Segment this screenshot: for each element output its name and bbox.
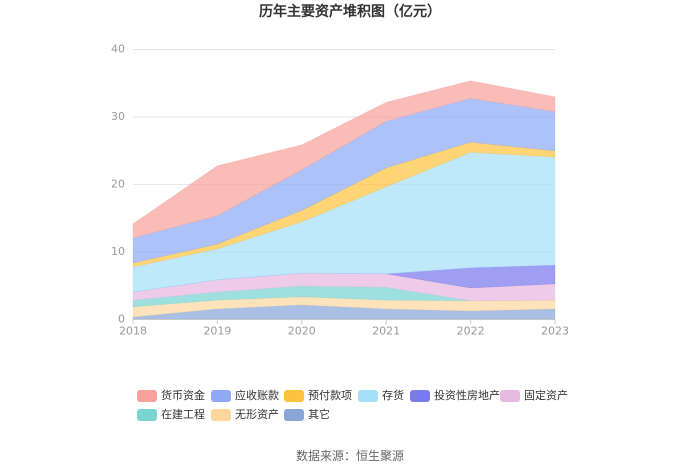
y-tick-label: 30 — [111, 110, 125, 123]
legend-item-other[interactable]: 其它 — [284, 408, 330, 422]
x-tick-label: 2022 — [457, 325, 485, 338]
area-investment-property — [132, 264, 556, 293]
legend-swatch-prepayments — [284, 390, 304, 402]
legend-item-prepayments[interactable]: 预付款项 — [284, 389, 352, 403]
legend-item-construction-in-progress[interactable]: 在建工程 — [137, 408, 205, 422]
legend-swatch-receivables — [211, 390, 231, 402]
legend-swatch-other — [284, 409, 304, 421]
legend-label-intangible-assets: 无形资产 — [235, 408, 279, 421]
x-tick-label: 2023 — [541, 325, 569, 338]
legend-item-intangible-assets[interactable]: 无形资产 — [211, 408, 279, 422]
y-tick-label: 40 — [111, 43, 125, 56]
legend-swatch-intangible-assets — [211, 409, 231, 421]
legend-item-inventory[interactable]: 存货 — [358, 389, 404, 403]
data-source-note: 数据来源：恒生聚源 — [295, 449, 404, 463]
legend-swatch-cash — [137, 390, 157, 402]
y-tick-label: 0 — [118, 313, 125, 326]
legend-label-other: 其它 — [308, 408, 330, 421]
legend-label-prepayments: 预付款项 — [308, 389, 352, 402]
legend-swatch-construction-in-progress — [137, 409, 157, 421]
stacked-areas — [132, 80, 556, 320]
axes: 0 10 20 30 40 2018 2019 2020 2021 2022 2023 — [111, 43, 569, 338]
legend-item-cash[interactable]: 货币资金 — [137, 389, 205, 403]
legend-label-investment-property: 投资性房地产 — [434, 389, 500, 402]
legend-swatch-investment-property — [410, 390, 430, 402]
legend-label-cash: 货币资金 — [161, 389, 205, 402]
chart-title: 历年主要资产堆积图（亿元） — [259, 4, 441, 20]
legend-swatch-fixed-assets — [500, 390, 520, 402]
legend-label-construction-in-progress: 在建工程 — [161, 408, 205, 421]
legend-item-receivables[interactable]: 应收账款 — [211, 389, 279, 403]
legend-label-fixed-assets: 固定资产 — [524, 389, 568, 402]
y-tick-label: 20 — [111, 178, 125, 191]
legend-label-inventory: 存货 — [382, 389, 404, 402]
legend-item-investment-property[interactable]: 投资性房地产 — [410, 389, 500, 403]
area-cash — [132, 80, 556, 239]
x-tick-label: 2020 — [288, 325, 316, 338]
x-tick-label: 2021 — [372, 325, 400, 338]
x-tick-label: 2019 — [203, 325, 231, 338]
y-tick-label: 10 — [111, 245, 125, 258]
legend-item-fixed-assets[interactable]: 固定资产 — [500, 389, 568, 403]
legend-label-receivables: 应收账款 — [235, 389, 279, 402]
legend-swatch-inventory — [358, 390, 378, 402]
x-tick-label: 2018 — [119, 325, 147, 338]
